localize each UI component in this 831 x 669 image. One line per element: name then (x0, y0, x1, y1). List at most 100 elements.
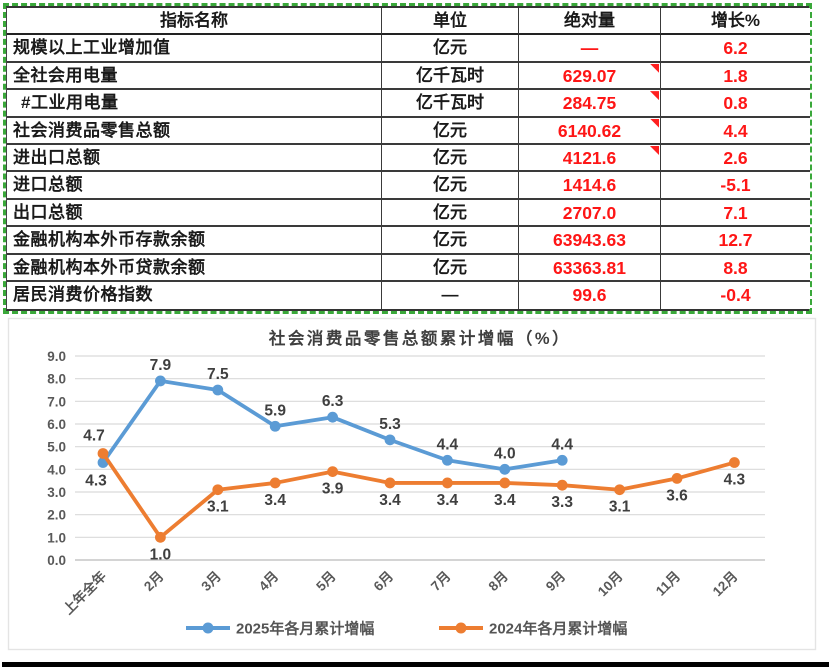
data-point-marker (499, 477, 511, 489)
indicator-name-cell[interactable]: 进口总额 (7, 172, 382, 200)
svg-text:10月: 10月 (595, 569, 626, 600)
data-label: 4.3 (85, 473, 107, 490)
y-axis-labels: 0.0 1.0 2.0 3.0 4.0 5.0 6.0 7.0 8.0 9.0 (47, 349, 66, 568)
x-axis-labels: 上年全年 2月 3月 4月 5月 6月 7月 8月 9月 10月 11月 12月 (60, 567, 741, 617)
unit-cell[interactable]: 亿千瓦时 (382, 62, 519, 91)
data-point-marker (384, 477, 396, 489)
svg-text:5月: 5月 (313, 569, 338, 594)
data-point-marker (327, 411, 338, 423)
data-label: 4.0 (494, 445, 516, 462)
absolute-value-cell[interactable]: 63943.63 (519, 227, 661, 255)
growth-percent-cell[interactable]: 7.1 (661, 199, 810, 228)
indicator-name-cell[interactable]: 规模以上工业增加值 (7, 35, 382, 63)
data-label: 3.9 (322, 481, 344, 498)
growth-percent-cell[interactable]: 12.7 (661, 227, 810, 255)
data-label: 5.3 (379, 416, 401, 433)
growth-percent-cell[interactable]: 1.8 (661, 62, 810, 91)
unit-cell[interactable]: 亿元 (382, 227, 519, 255)
data-point-marker (155, 375, 166, 387)
svg-text:6月: 6月 (371, 569, 396, 594)
indicator-name-cell[interactable]: 出口总额 (7, 199, 382, 228)
svg-text:2.0: 2.0 (47, 508, 66, 523)
unit-cell[interactable]: 亿元 (382, 172, 519, 200)
unit-cell[interactable]: 亿元 (382, 254, 519, 282)
svg-text:9.0: 9.0 (47, 349, 66, 364)
data-label: 1.0 (150, 546, 172, 563)
svg-text:3.0: 3.0 (47, 485, 66, 500)
col-header-indicator[interactable]: 指标名称 (7, 8, 382, 36)
svg-text:1.0: 1.0 (47, 530, 66, 545)
absolute-value-cell[interactable]: 629.07 (519, 62, 661, 91)
col-header-unit[interactable]: 单位 (382, 8, 519, 36)
svg-text:4月: 4月 (256, 569, 281, 594)
data-label: 3.4 (494, 492, 516, 509)
indicator-name-cell[interactable]: 进出口总额 (7, 144, 382, 173)
svg-text:2月: 2月 (141, 569, 166, 594)
col-header-growth[interactable]: 增长% (661, 8, 810, 36)
svg-text:11月: 11月 (653, 569, 683, 599)
absolute-value-cell[interactable]: 4121.6 (519, 144, 661, 173)
svg-text:8月: 8月 (485, 569, 510, 594)
unit-cell[interactable]: 亿元 (382, 35, 519, 63)
data-point-marker (269, 477, 281, 489)
comment-marker-icon (650, 145, 659, 155)
legend-marker (202, 622, 214, 634)
unit-cell[interactable]: 亿元 (382, 199, 519, 228)
data-point-marker (442, 454, 453, 466)
indicator-name-cell[interactable]: 全社会用电量 (7, 62, 382, 91)
data-label: 3.3 (551, 494, 573, 511)
unit-cell[interactable]: 亿元 (382, 117, 519, 145)
unit-cell[interactable]: — (382, 281, 519, 310)
absolute-value-cell[interactable]: — (519, 35, 661, 63)
indicator-name-cell[interactable]: 社会消费品零售总额 (7, 117, 382, 145)
growth-percent-cell[interactable]: -0.4 (661, 281, 810, 310)
data-point-marker (729, 457, 740, 468)
data-point-marker (269, 420, 281, 432)
chart-frame (7, 317, 817, 651)
data-label: 3.4 (379, 492, 401, 509)
unit-cell[interactable]: 亿元 (382, 144, 519, 173)
data-label: 7.5 (207, 366, 229, 383)
legend-item-2025年各月累计增幅[interactable]: 2025年各月累计增幅 (186, 620, 374, 638)
legend-label: 2024年各月累计增幅 (489, 620, 627, 638)
legend-item-2024年各月累计增幅[interactable]: 2024年各月累计增幅 (439, 620, 627, 638)
absolute-value-cell[interactable]: 1414.6 (519, 172, 661, 200)
indicator-name-cell[interactable]: 金融机构本外币贷款余额 (7, 254, 382, 282)
data-label: 5.9 (264, 402, 286, 419)
absolute-value-cell[interactable]: 284.75 (519, 90, 661, 118)
data-label: 4.4 (437, 436, 459, 453)
growth-percent-cell[interactable]: -5.1 (661, 172, 810, 200)
chart-title: 社会消费品零售总额累计增幅（%） (268, 328, 571, 348)
indicator-name-cell[interactable]: 金融机构本外币存款余额 (7, 227, 382, 255)
absolute-value-cell[interactable]: 63363.81 (519, 254, 661, 282)
absolute-value-cell[interactable]: 99.6 (519, 281, 661, 310)
growth-percent-cell[interactable]: 0.8 (661, 90, 810, 118)
growth-percent-cell[interactable]: 4.4 (661, 117, 810, 145)
svg-text:5.0: 5.0 (47, 440, 66, 455)
unit-cell[interactable]: 亿千瓦时 (382, 90, 519, 118)
data-point-marker (212, 484, 224, 496)
col-header-absolute[interactable]: 绝对量 (519, 8, 661, 36)
svg-text:0.0: 0.0 (47, 553, 66, 568)
absolute-value-cell[interactable]: 2707.0 (519, 199, 661, 228)
data-label: 3.6 (666, 487, 688, 504)
growth-percent-cell[interactable]: 6.2 (661, 35, 810, 63)
data-point-marker (556, 454, 568, 466)
comment-marker-icon (650, 91, 659, 101)
svg-text:7月: 7月 (428, 569, 453, 594)
data-point-marker (614, 484, 625, 496)
indicator-name-cell[interactable]: #工业用电量 (7, 90, 382, 118)
indicator-name-cell[interactable]: 居民消费价格指数 (7, 281, 382, 310)
svg-text:上年全年: 上年全年 (60, 567, 110, 617)
legend-label: 2025年各月累计增幅 (236, 620, 374, 638)
absolute-value-cell[interactable]: 6140.62 (519, 117, 661, 145)
growth-percent-cell[interactable]: 2.6 (661, 144, 810, 173)
indicator-table: 指标名称 单位 绝对量 增长% 规模以上工业增加值 亿元 —6.2 全社会用电量 亿千瓦… (3, 3, 812, 315)
data-point-marker (442, 477, 453, 489)
legend-marker (455, 622, 467, 634)
data-point-marker (671, 473, 683, 484)
svg-text:12月: 12月 (710, 569, 741, 600)
growth-percent-cell[interactable]: 8.8 (661, 254, 810, 282)
